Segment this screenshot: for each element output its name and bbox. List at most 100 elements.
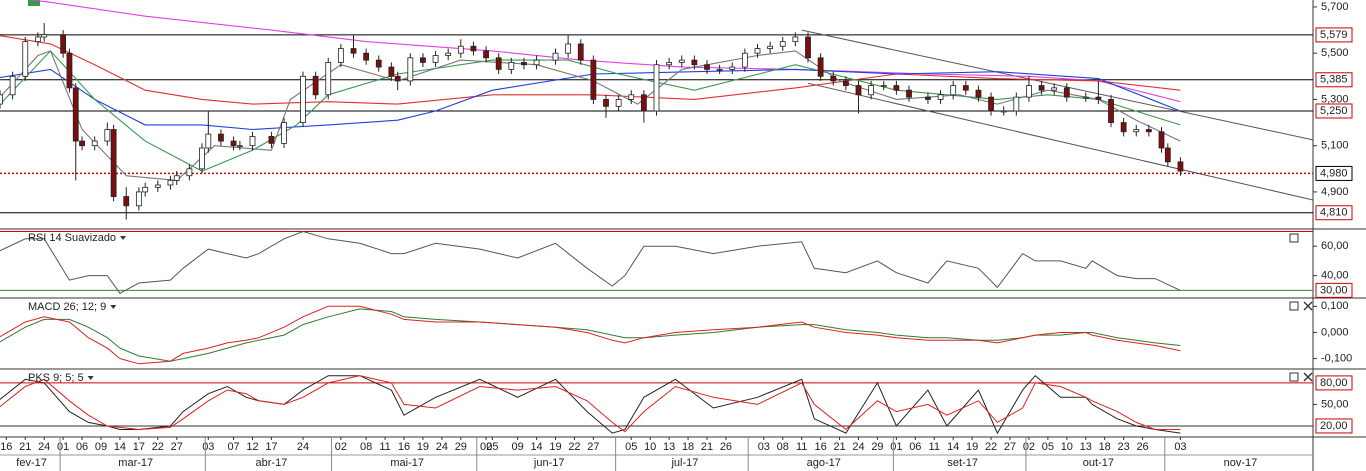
candle-body: [552, 52, 559, 61]
candle-body: [533, 59, 540, 66]
maximize-button[interactable]: [1289, 301, 1299, 311]
x-tick-label: 13: [663, 441, 675, 453]
level-label-box: [1315, 72, 1353, 88]
close-button[interactable]: [1303, 301, 1313, 311]
candle-body: [470, 45, 477, 52]
month-label: set-17: [947, 457, 978, 469]
candle-body: [236, 145, 243, 148]
x-tick-label: 10: [644, 441, 656, 453]
candle-body: [716, 68, 723, 71]
trend-line: [801, 29, 1313, 141]
x-tick-label: 17: [265, 441, 277, 453]
candle-body: [186, 168, 193, 177]
x-tick-label: 11: [929, 441, 940, 453]
candle-body: [407, 57, 414, 82]
level-label-box: [1315, 165, 1353, 181]
candle-body: [1082, 96, 1089, 99]
candle-body: [1000, 110, 1007, 113]
candle-body: [79, 140, 85, 147]
x-tick-label: 19: [966, 441, 978, 453]
level-label: 20,00: [1320, 420, 1348, 432]
dropdown-arrow[interactable]: [87, 376, 94, 380]
indicator-panel: [0, 374, 1313, 435]
maximize-button[interactable]: [1289, 372, 1299, 382]
dropdown-arrow[interactable]: [120, 236, 127, 240]
candle-body: [1120, 122, 1127, 133]
month-label: nov-17: [1224, 457, 1258, 469]
level-label: 5,385: [1320, 74, 1348, 86]
y-tick-label: 5,700: [1321, 1, 1349, 13]
x-tick-label: 02: [335, 441, 347, 453]
dropdown-arrow[interactable]: [110, 305, 117, 309]
candle-body: [104, 129, 111, 142]
candle-body: [975, 89, 982, 98]
candle-body: [565, 43, 572, 54]
x-tick-label: 29: [871, 441, 883, 453]
x-tick-label: 01: [57, 441, 69, 453]
x-tick-label: 05: [486, 441, 498, 453]
x-tick-label: 09: [512, 441, 524, 453]
x-tick-label: 08: [777, 441, 789, 453]
candle-body: [205, 133, 212, 149]
level-label-box: [1315, 205, 1353, 221]
x-tick-label: 18: [682, 441, 694, 453]
candle-body: [9, 75, 16, 96]
x-tick-label: 16: [398, 441, 410, 453]
candle-body: [22, 41, 29, 77]
x-tick-label: 05: [1042, 441, 1054, 453]
candle-body: [1013, 96, 1020, 112]
level-label: 4,980: [1320, 167, 1348, 179]
candle-body: [842, 80, 849, 86]
candle-body: [1164, 147, 1171, 163]
candle-body: [1051, 87, 1058, 91]
x-tick-label: 06: [76, 441, 88, 453]
month-label: jun-17: [533, 457, 565, 469]
x-tick-label: 11: [379, 441, 390, 453]
x-tick-label: 12: [246, 441, 258, 453]
candle-body: [91, 140, 98, 147]
candle-body: [218, 133, 224, 142]
close-button[interactable]: [1303, 372, 1313, 382]
x-tick-label: 27: [587, 441, 599, 453]
maximize-button[interactable]: [1289, 233, 1299, 243]
candle-body: [1063, 87, 1070, 98]
candle-body: [880, 85, 887, 87]
x-tick-label: 02: [1023, 441, 1035, 453]
indicator-line: [0, 230, 1181, 294]
candle-body: [142, 186, 149, 193]
x-tick-label: 22: [152, 441, 164, 453]
indicator-line: [0, 374, 1181, 435]
candle-body: [792, 36, 799, 43]
candle-body: [653, 64, 660, 112]
candle-body: [1145, 129, 1152, 133]
x-tick-label: 24: [297, 441, 309, 453]
price-panel: [0, 0, 1313, 220]
panel-title: PKS 9; 5; 5: [28, 372, 84, 384]
x-tick-label: 16: [0, 441, 12, 453]
x-tick-label: 27: [1004, 441, 1016, 453]
candle-body: [199, 147, 205, 170]
level-label: 5,579: [1320, 29, 1348, 41]
x-tick-label: 10: [1061, 441, 1073, 453]
panel-title: RSI 14 Suavizado: [28, 232, 116, 244]
x-tick-label: 21: [19, 441, 31, 453]
candle-body: [603, 99, 609, 107]
candle-body: [521, 62, 527, 66]
candle-body: [268, 136, 275, 144]
x-tick-label: 13: [1080, 441, 1092, 453]
candle-body: [830, 75, 837, 82]
candle-body: [741, 52, 748, 68]
candle-body: [457, 45, 464, 54]
level-label-box: [1315, 418, 1353, 434]
y-tick-label: 5,100: [1321, 140, 1349, 152]
candle-body: [937, 94, 944, 100]
candle-body: [394, 75, 401, 82]
candle-body: [154, 184, 161, 188]
x-tick-label: 18: [1099, 441, 1111, 453]
level-label-box: [1315, 27, 1353, 43]
candle-body: [41, 34, 48, 38]
x-tick-label: 26: [720, 441, 732, 453]
x-tick-label: 21: [701, 441, 713, 453]
x-tick-label: 03: [1174, 441, 1186, 453]
y-tick-label: 0,000: [1321, 326, 1349, 338]
